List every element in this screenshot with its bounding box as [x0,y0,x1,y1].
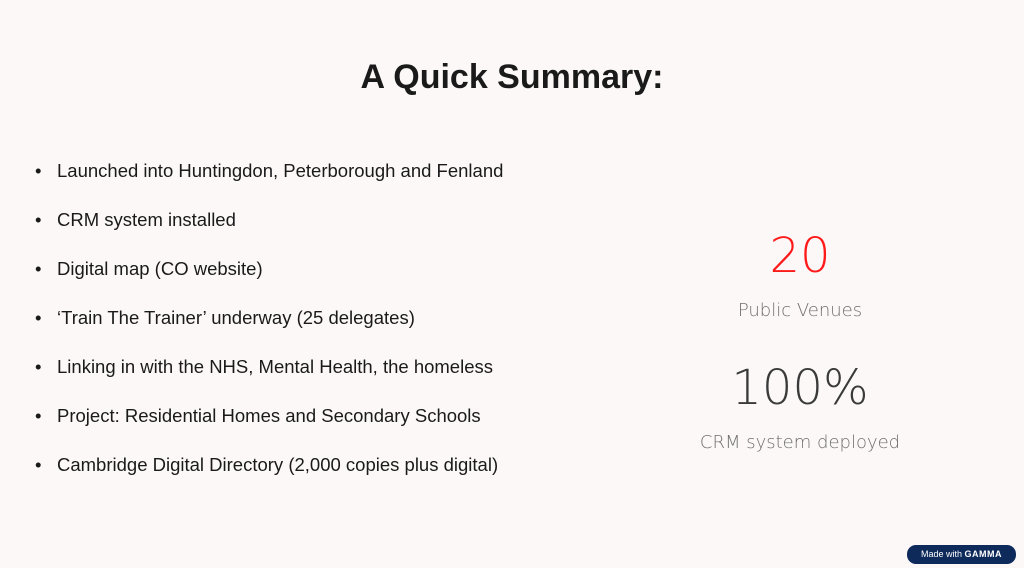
stat-value: 20 [769,228,831,284]
bullet-icon: • [35,209,42,230]
list-item-text: Digital map (CO website) [57,258,263,279]
stat-label: Public Venues [737,300,863,321]
list-item: • Cambridge Digital Directory (2,000 copi… [35,452,503,501]
gamma-logo: GAMMA [964,549,1002,559]
stat-value: 100% [731,360,869,416]
bullet-icon: • [35,258,42,279]
list-item: • Project: Residential Homes and Secondar… [35,403,503,452]
list-item-text: ‘Train The Trainer’ underway (25 delegat… [57,307,415,328]
bullet-icon: • [35,454,42,475]
list-item-text: Project: Residential Homes and Secondary… [57,405,481,426]
list-item-text: Launched into Huntingdon, Peterborough a… [57,160,504,181]
stat-label: CRM system deployed [699,432,901,453]
list-item: • ‘Train The Trainer’ underway (25 delega… [35,305,503,354]
bullet-icon: • [35,405,42,426]
list-item-text: Cambridge Digital Directory (2,000 copie… [57,454,499,475]
list-item: • CRM system installed [35,207,503,256]
stat-public-venues: 20 Public Venues [660,228,940,321]
bullet-icon: • [35,356,42,377]
bullet-icon: • [35,160,42,181]
list-item-text: CRM system installed [57,209,236,230]
list-item: • Linking in with the NHS, Mental Health,… [35,354,503,403]
list-item-text: Linking in with the NHS, Mental Health, … [57,356,493,377]
bullet-icon: • [35,307,42,328]
slide-title: A Quick Summary: [360,58,664,96]
stat-crm-deployed: 100% CRM system deployed [660,360,940,453]
made-with-gamma-badge[interactable]: Made with GAMMA [906,545,1016,564]
summary-list: • Launched into Huntingdon, Peterborough … [35,158,503,501]
badge-prefix: Made with [920,549,962,559]
list-item: • Launched into Huntingdon, Peterborough … [35,158,503,207]
list-item: • Digital map (CO website) [35,256,503,305]
